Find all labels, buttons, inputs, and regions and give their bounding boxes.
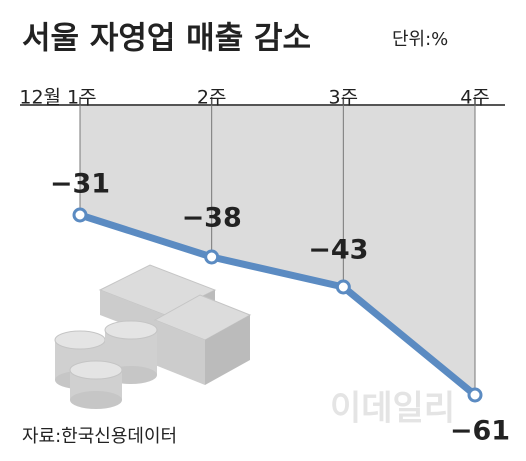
- x-tick-label: 3주: [329, 87, 359, 109]
- x-tick-label: 2주: [197, 87, 227, 109]
- data-line: [78, 211, 478, 398]
- source: 자료:한국신용데이터: [22, 426, 177, 447]
- chart-subtitle: 단위:%: [392, 29, 448, 50]
- data-label: −43: [308, 235, 368, 266]
- money-illustration: [54, 264, 252, 409]
- data-point: [467, 387, 483, 403]
- data-label: −61: [450, 416, 510, 447]
- data-point: [72, 207, 88, 223]
- x-tick-label: 4주: [460, 87, 490, 109]
- data-point: [335, 279, 351, 295]
- watermark: 이데일리: [330, 389, 455, 429]
- x-tick-label: 12월 1주: [19, 87, 96, 109]
- data-point: [204, 249, 220, 265]
- area-fill: [80, 105, 475, 395]
- data-label: −31: [50, 169, 110, 200]
- data-label: −38: [182, 203, 242, 234]
- chart-title: 서울 자영업 매출 감소: [22, 21, 311, 57]
